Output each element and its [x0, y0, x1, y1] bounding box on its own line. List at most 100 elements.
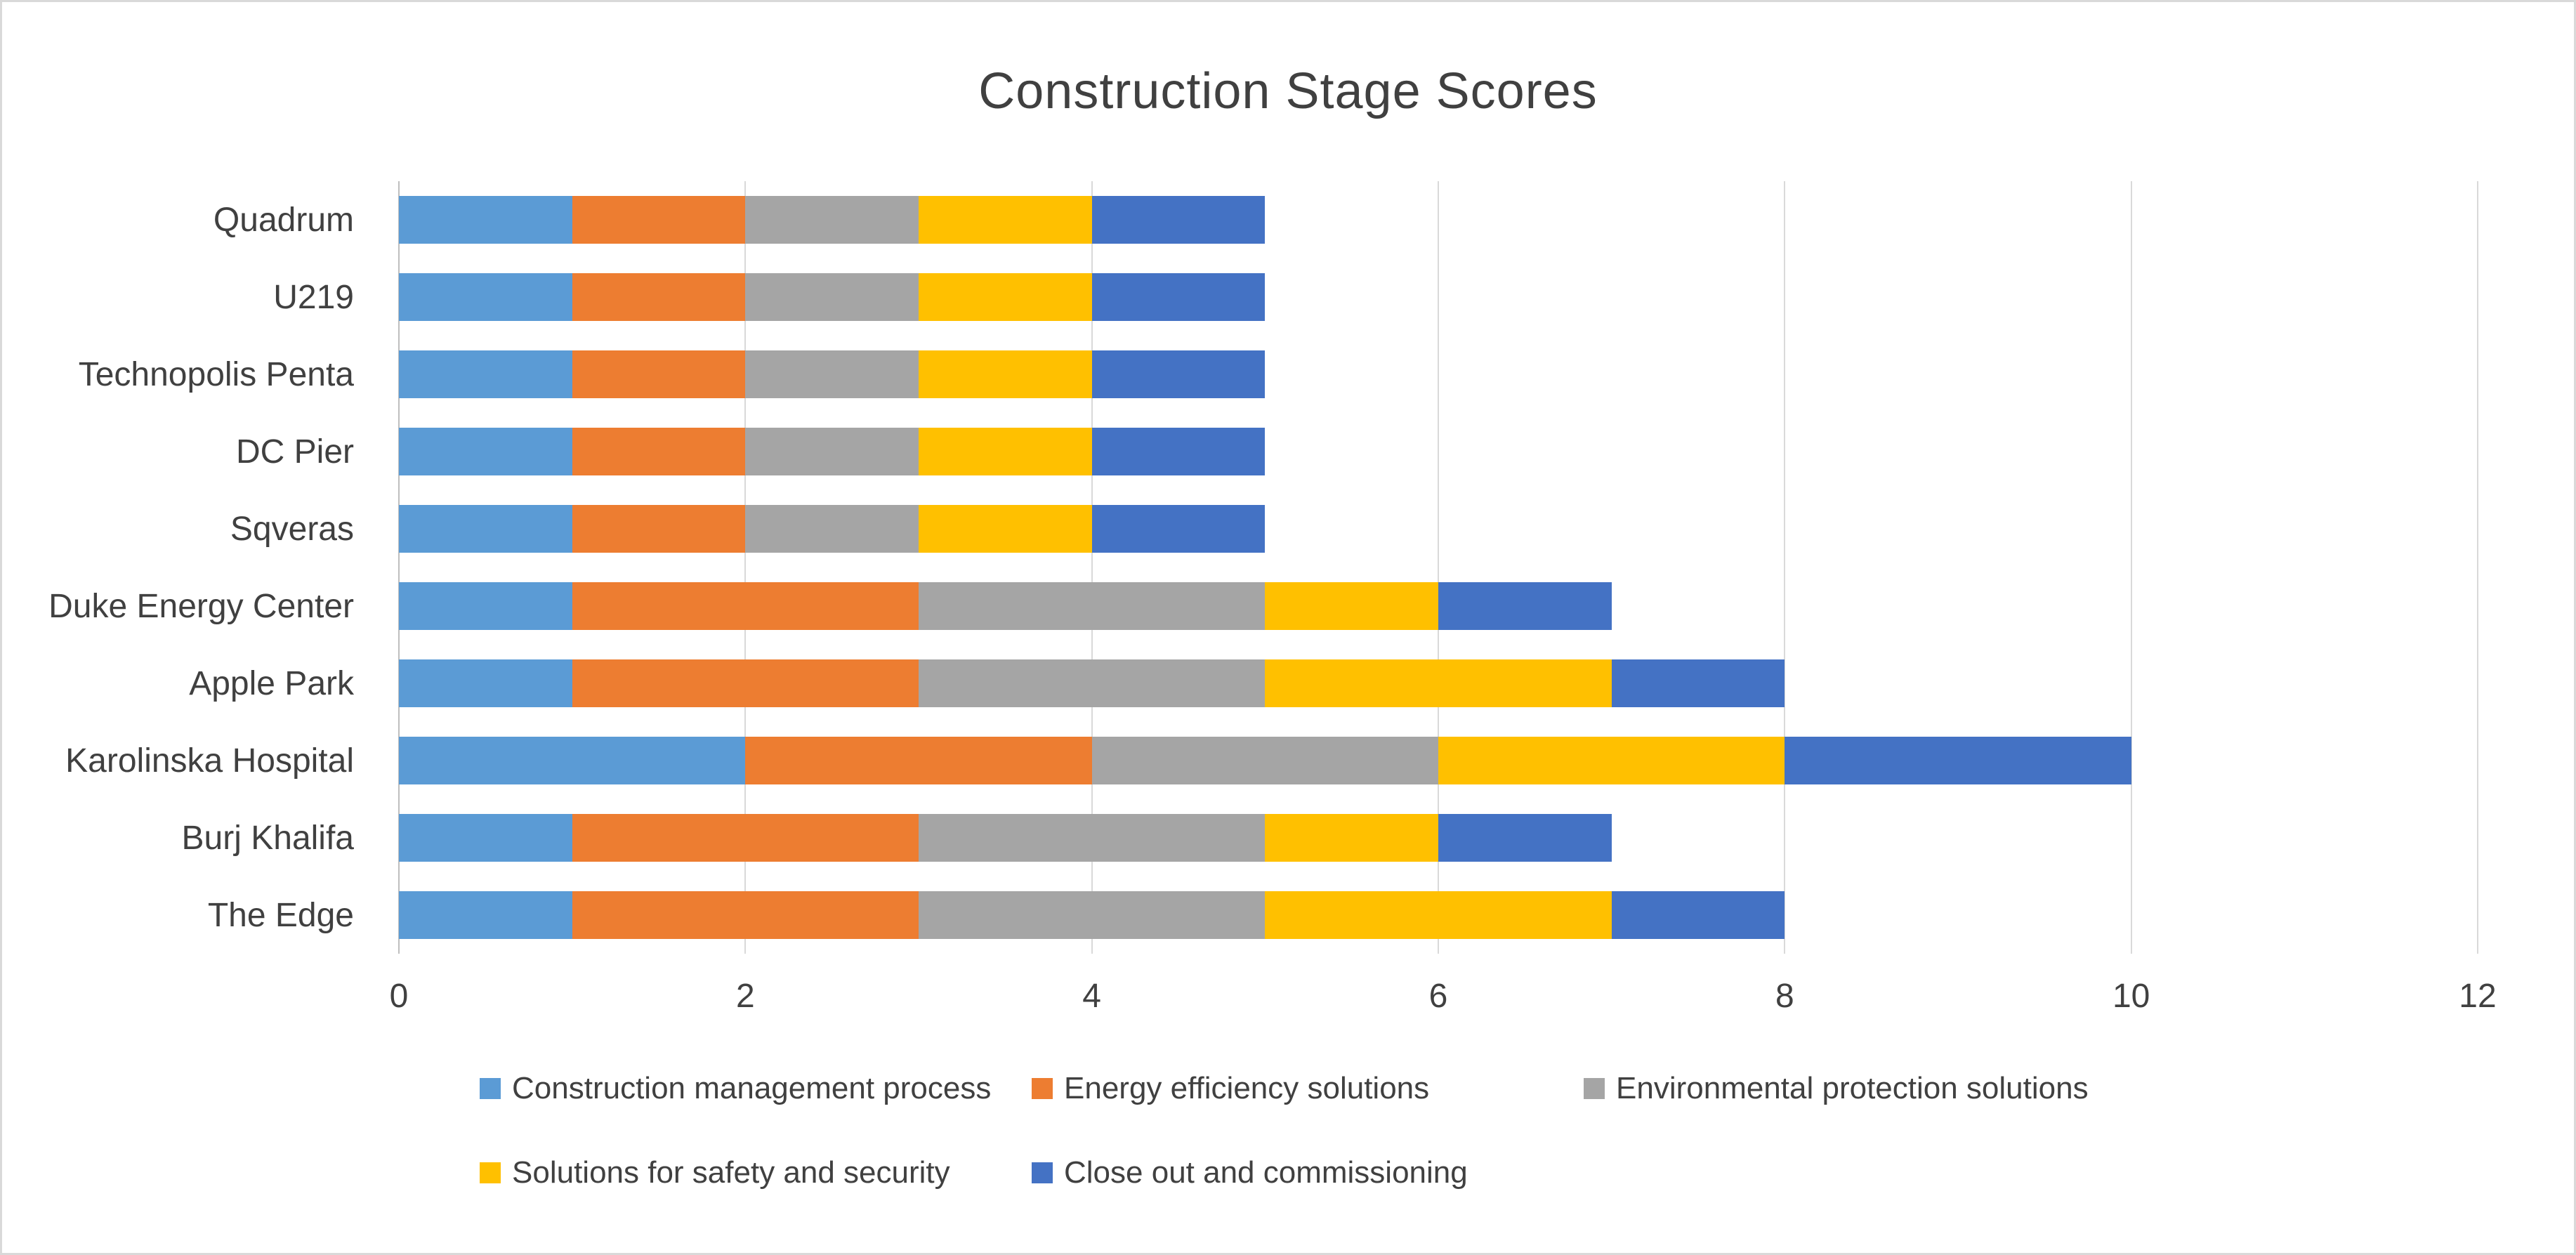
bars-layer — [399, 181, 2478, 954]
legend-item: Construction management process — [480, 1071, 1032, 1106]
bar-segment — [572, 350, 746, 398]
bar-segment — [399, 273, 572, 321]
bar-segment — [745, 350, 919, 398]
bar-row — [399, 258, 2478, 336]
legend: Construction management process Energy ef… — [480, 1067, 2516, 1235]
legend-swatch-icon — [480, 1078, 501, 1099]
bar-stack — [399, 659, 2478, 707]
bar-segment — [745, 737, 1092, 784]
bar-segment — [399, 814, 572, 862]
gridline — [1438, 181, 1439, 954]
bar-segment — [1091, 196, 1266, 244]
tick-label: 8 — [1775, 978, 1794, 1015]
category-axis-line — [398, 181, 400, 954]
bar-segment — [399, 428, 572, 475]
gridline — [1784, 181, 1786, 954]
category-label: Karolinska Hospital — [65, 742, 354, 780]
bar-segment — [572, 659, 919, 707]
bar-stack — [399, 737, 2478, 784]
legend-swatch-icon — [1032, 1162, 1053, 1183]
category-label: Sqveras — [230, 510, 354, 548]
bar-segment — [1265, 582, 1438, 630]
category-label: U219 — [273, 278, 354, 316]
bar-segment — [399, 196, 572, 244]
bar-segment — [1091, 505, 1266, 553]
category-label: Quadrum — [213, 201, 354, 239]
bar-segment — [572, 196, 746, 244]
gridline — [2130, 181, 2132, 954]
bar-stack — [399, 891, 2478, 939]
legend-swatch-icon — [1584, 1078, 1605, 1099]
category-label: Technopolis Penta — [78, 355, 354, 393]
bar-segment — [399, 582, 572, 630]
legend-row: Solutions for safety and security Close o… — [480, 1151, 2516, 1195]
bar-segment — [918, 814, 1266, 862]
value-axis: 0 2 4 6 8 10 12 — [390, 977, 2497, 1019]
bar-segment — [1091, 428, 1266, 475]
bar-segment — [399, 737, 746, 784]
bar-segment — [745, 428, 919, 475]
legend-item: Solutions for safety and security — [480, 1155, 1032, 1190]
bar-segment — [918, 659, 1266, 707]
bar-stack — [399, 350, 2478, 398]
bar-segment — [745, 273, 919, 321]
bar-segment — [745, 196, 919, 244]
bar-row — [399, 413, 2478, 490]
chart-title: Construction Stage Scores — [978, 63, 1598, 119]
bar-stack — [399, 273, 2478, 321]
bar-row — [399, 876, 2478, 954]
tick-label: 2 — [735, 978, 755, 1015]
gridline — [2477, 181, 2478, 954]
bar-row — [399, 799, 2478, 876]
legend-label: Environmental protection solutions — [1616, 1071, 2089, 1105]
tick-label: 6 — [1428, 978, 1448, 1015]
legend-item: Energy efficiency solutions — [1032, 1071, 1584, 1106]
bar-segment — [572, 891, 919, 939]
bar-segment — [572, 428, 746, 475]
category-label: The Edge — [207, 896, 354, 934]
bar-segment — [1438, 814, 1612, 862]
bar-segment — [572, 814, 919, 862]
bar-segment — [399, 505, 572, 553]
bar-row — [399, 645, 2478, 722]
bar-segment — [399, 350, 572, 398]
bar-segment — [572, 273, 746, 321]
legend-item: Environmental protection solutions — [1584, 1071, 2089, 1106]
tick-label: 12 — [2459, 978, 2497, 1015]
bar-segment — [1438, 582, 1612, 630]
bar-segment — [1265, 814, 1438, 862]
legend-item: Close out and commissioning — [1032, 1155, 1468, 1190]
bar-stack — [399, 505, 2478, 553]
bar-stack — [399, 196, 2478, 244]
bar-stack — [399, 582, 2478, 630]
tick-label: 4 — [1082, 978, 1102, 1015]
bar-segment — [1091, 737, 1438, 784]
bar-stack — [399, 814, 2478, 862]
bar-segment — [1265, 891, 1612, 939]
bar-segment — [918, 505, 1092, 553]
bar-row — [399, 567, 2478, 645]
bar-segment — [1265, 659, 1612, 707]
bar-segment — [1611, 891, 1785, 939]
bar-row — [399, 181, 2478, 258]
bar-segment — [918, 428, 1092, 475]
bar-row — [399, 490, 2478, 567]
bar-stack — [399, 428, 2478, 475]
legend-label: Energy efficiency solutions — [1064, 1071, 1430, 1105]
bar-segment — [572, 582, 919, 630]
bar-segment — [1091, 273, 1266, 321]
tick-label: 0 — [389, 978, 409, 1015]
category-label: Duke Energy Center — [48, 587, 354, 625]
bar-segment — [918, 196, 1092, 244]
bar-segment — [745, 505, 919, 553]
bar-row — [399, 722, 2478, 799]
legend-label: Solutions for safety and security — [512, 1155, 950, 1190]
tick-label: 10 — [2112, 978, 2150, 1015]
bar-segment — [918, 273, 1092, 321]
plot-area — [398, 181, 2478, 954]
bar-segment — [1438, 737, 1785, 784]
legend-swatch-icon — [1032, 1078, 1053, 1099]
bar-segment — [399, 891, 572, 939]
bar-segment — [918, 350, 1092, 398]
